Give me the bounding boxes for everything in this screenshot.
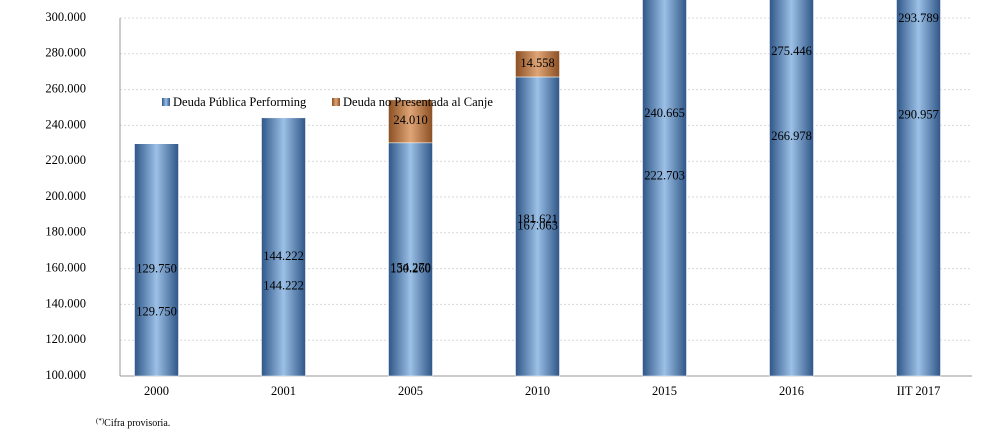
x-tick-label: 2016 (779, 384, 804, 398)
total-label: 181.621 (517, 212, 558, 226)
bar-segment (515, 76, 560, 377)
bar-segment (388, 99, 433, 144)
bar-segment (515, 50, 560, 78)
legend-label: Deuda Pública Performing (173, 95, 307, 109)
legend-swatch (332, 98, 340, 106)
bar-segment (261, 117, 306, 377)
total-label: 275.446 (771, 44, 812, 58)
footnote-text: Cifra provisoria. (104, 418, 170, 429)
x-tick-label: 2010 (525, 384, 550, 398)
y-tick-label: 300.000 (45, 10, 86, 24)
bar-segment (134, 143, 179, 377)
total-label: 129.750 (136, 305, 177, 319)
value-label: 222.703 (644, 169, 685, 183)
value-label: 266.978 (771, 129, 812, 143)
y-tick-label: 240.000 (45, 117, 86, 131)
y-tick-label: 120.000 (45, 332, 86, 346)
y-tick-label: 200.000 (45, 189, 86, 203)
footnote-mark: (*) (96, 417, 105, 425)
value-label: 290.957 (898, 107, 939, 121)
value-label: 130.260 (390, 261, 431, 275)
total-label: 240.665 (644, 106, 685, 120)
total-label: 293.789 (898, 11, 939, 25)
total-label: 154.270 (390, 261, 431, 275)
x-tick-label: IIT 2017 (897, 384, 941, 398)
legend-swatch (162, 98, 170, 106)
footnote: (*)Cifra provisoria. (96, 417, 170, 430)
value-label: 129.750 (136, 262, 177, 276)
x-tick-label: 2005 (398, 384, 423, 398)
y-tick-label: 260.000 (45, 81, 86, 95)
x-tick-label: 2015 (652, 384, 677, 398)
value-label: 14.558 (520, 56, 554, 70)
value-label: 24.010 (393, 113, 427, 127)
y-tick-label: 140.000 (45, 296, 86, 310)
total-label: 144.222 (263, 279, 304, 293)
y-tick-label: 280.000 (45, 46, 86, 60)
bar-segment (642, 0, 687, 377)
legend-label: Deuda no Presentada al Canje (343, 95, 493, 109)
bar-segment (896, 0, 941, 377)
value-label: 167.063 (517, 218, 558, 232)
value-label: 144.222 (263, 249, 304, 263)
x-tick-label: 2000 (144, 384, 169, 398)
y-tick-label: 160.000 (45, 260, 86, 274)
bar-segment (769, 0, 814, 377)
y-tick-label: 180.000 (45, 225, 86, 239)
bar-segment (388, 142, 433, 377)
x-tick-label: 2001 (271, 384, 296, 398)
y-tick-label: 100.000 (45, 368, 86, 382)
y-tick-label: 220.000 (45, 153, 86, 167)
